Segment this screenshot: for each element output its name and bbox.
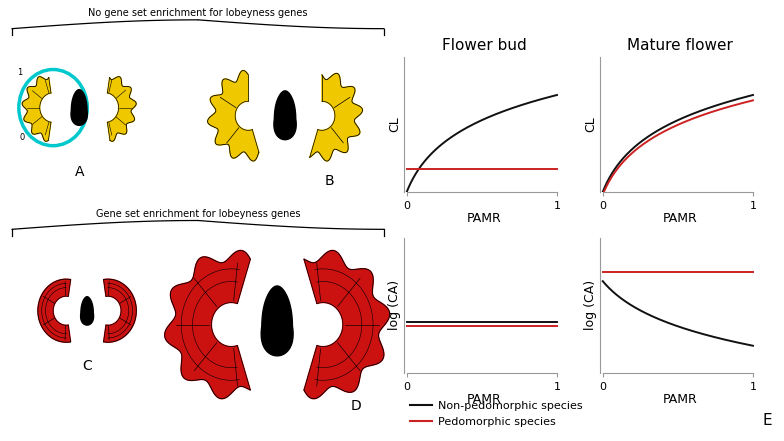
- Polygon shape: [310, 73, 362, 161]
- Text: E: E: [763, 413, 772, 428]
- Polygon shape: [261, 286, 293, 356]
- Text: D: D: [351, 399, 361, 413]
- Y-axis label: CL: CL: [584, 117, 597, 132]
- Text: Gene set enrichment for lobeyness genes: Gene set enrichment for lobeyness genes: [96, 209, 300, 220]
- Text: 0: 0: [20, 134, 25, 142]
- Polygon shape: [304, 250, 390, 399]
- Polygon shape: [165, 250, 250, 399]
- Text: A: A: [74, 165, 84, 179]
- Text: B: B: [325, 174, 334, 188]
- Text: No gene set enrichment for lobeyness genes: No gene set enrichment for lobeyness gen…: [89, 8, 307, 18]
- Title: Mature flower: Mature flower: [627, 38, 733, 53]
- Text: C: C: [82, 359, 92, 374]
- X-axis label: PAMR: PAMR: [466, 393, 502, 406]
- Polygon shape: [81, 297, 93, 325]
- Title: Flower bud: Flower bud: [441, 38, 527, 53]
- Polygon shape: [208, 71, 259, 161]
- Polygon shape: [274, 91, 296, 140]
- Polygon shape: [107, 77, 136, 141]
- Polygon shape: [103, 279, 136, 342]
- X-axis label: PAMR: PAMR: [662, 393, 698, 406]
- X-axis label: PAMR: PAMR: [662, 212, 698, 225]
- Polygon shape: [71, 90, 87, 125]
- Y-axis label: CL: CL: [388, 117, 401, 132]
- Y-axis label: log (CA): log (CA): [388, 280, 401, 330]
- Y-axis label: log (CA): log (CA): [584, 280, 597, 330]
- X-axis label: PAMR: PAMR: [466, 212, 502, 225]
- Text: 1: 1: [17, 68, 23, 77]
- Polygon shape: [38, 279, 71, 342]
- Legend: Non-pedomorphic species, Pedomorphic species: Non-pedomorphic species, Pedomorphic spe…: [405, 396, 586, 431]
- Polygon shape: [22, 77, 51, 141]
